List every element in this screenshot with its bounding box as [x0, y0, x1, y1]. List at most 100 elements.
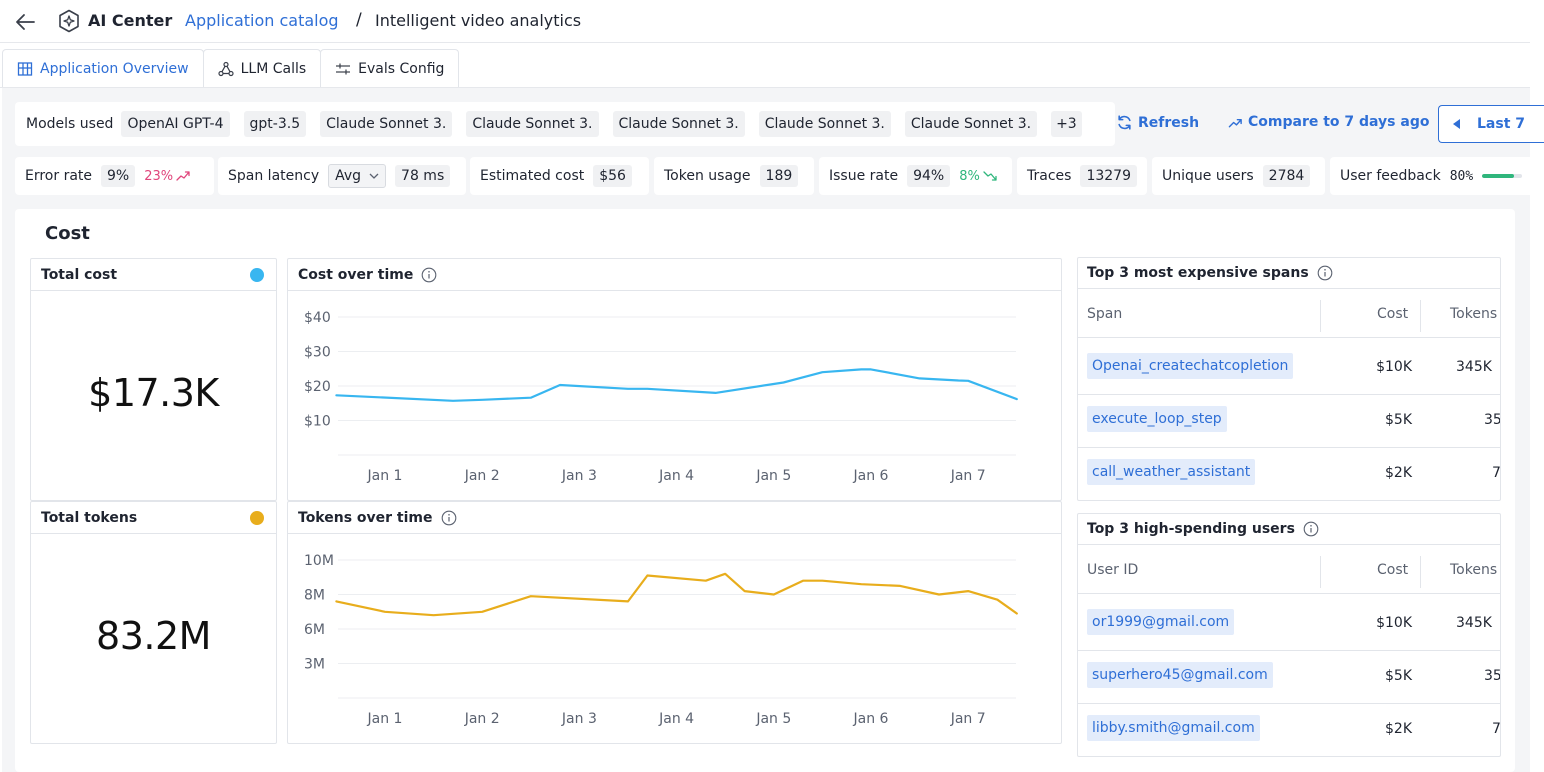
row-cost: $10K — [1376, 615, 1412, 631]
legend-dot — [250, 268, 264, 282]
more-models-chip[interactable]: +3 — [1051, 111, 1082, 137]
series-line — [335, 572, 1018, 617]
row-tokens: 345K — [1456, 359, 1492, 375]
x-tick-label: Jan 1 — [367, 711, 403, 727]
info-icon[interactable] — [1317, 265, 1333, 281]
latency-aggregation-select[interactable]: Avg — [328, 164, 387, 188]
span-link[interactable]: call_weather_assistant — [1087, 459, 1256, 485]
card-title: Total tokens — [41, 509, 138, 526]
model-chip: Claude Sonnet 3. — [466, 111, 599, 137]
x-tick-label: Jan 7 — [950, 468, 986, 484]
column-header-user-id[interactable]: User ID — [1087, 562, 1139, 578]
table-header: Span Cost Tokens — [1078, 290, 1500, 338]
refresh-button[interactable]: Refresh — [1116, 114, 1199, 131]
tab-label: Evals Config — [358, 60, 445, 77]
refresh-icon — [1118, 115, 1131, 130]
compare-label: Compare to 7 days ago — [1248, 114, 1430, 130]
column-header-span[interactable]: Span — [1087, 306, 1123, 322]
info-icon[interactable] — [441, 510, 457, 526]
span-link[interactable]: Openai_createchatcopletion — [1087, 353, 1294, 379]
user-link[interactable]: libby.smith@gmail.com — [1087, 715, 1260, 741]
x-tick-label: Jan 4 — [658, 468, 694, 484]
card-header: Cost over time — [288, 259, 1061, 291]
metric-value: 94% — [907, 165, 951, 187]
time-range-button[interactable]: Last 7 — [1438, 105, 1544, 143]
compare-button[interactable]: Compare to 7 days ago — [1228, 114, 1429, 130]
model-chip: Claude Sonnet 3. — [612, 111, 745, 137]
info-icon[interactable] — [421, 267, 437, 283]
card-title: Top 3 most expensive spans — [1087, 265, 1309, 281]
x-tick-label: Jan 7 — [950, 711, 986, 727]
trend-up-icon — [1228, 118, 1242, 127]
total-cost-value: $17.3K — [88, 371, 219, 415]
metric-value: $56 — [593, 165, 632, 187]
metric-traces: Traces 13279 — [1017, 157, 1147, 195]
x-tick-label: Jan 4 — [658, 711, 694, 727]
metric-label: Span latency — [228, 168, 320, 184]
tab-application-overview[interactable]: Application Overview — [2, 49, 204, 87]
cost-section-title: Cost — [45, 223, 90, 244]
user-link[interactable]: superhero45@gmail.com — [1087, 662, 1273, 688]
row-cost: $5K — [1385, 412, 1412, 428]
x-tick-label: Jan 3 — [561, 711, 597, 727]
table-row: superhero45@gmail.com $5K 35K — [1078, 651, 1500, 704]
row-tokens: 7K — [1492, 465, 1501, 481]
column-header-tokens[interactable]: Tokens — [1450, 306, 1498, 322]
feedback-progress-bar — [1482, 174, 1523, 178]
metric-label: Issue rate — [829, 168, 899, 184]
column-header-cost[interactable]: Cost — [1377, 306, 1409, 322]
tab-llm-calls[interactable]: LLM Calls — [202, 49, 322, 87]
info-icon[interactable] — [1303, 521, 1319, 537]
user-link[interactable]: or1999@gmail.com — [1087, 609, 1235, 635]
metric-token-usage: Token usage 189 — [654, 157, 814, 195]
y-tick-label: $30 — [304, 345, 331, 361]
cost-line-chart: $40 $30 $20 $10 Jan 1 Jan 2 Jan 3 Jan 4 Jan 5 Jan… — [304, 310, 1018, 484]
models-used-label: Models used — [26, 116, 114, 132]
models-used-bar: Models used OpenAI GPT-4 gpt-3.5 Claude … — [15, 102, 1115, 146]
column-header-tokens[interactable]: Tokens — [1450, 562, 1498, 578]
x-tick-label: Jan 2 — [464, 711, 500, 727]
table-row: Openai_createchatcopletion $10K 345K — [1078, 342, 1500, 395]
table-row: libby.smith@gmail.com $2K 7K — [1078, 704, 1500, 756]
y-tick-label: $20 — [304, 379, 331, 395]
trend-up-icon — [176, 171, 190, 181]
breadcrumb-application-catalog[interactable]: Application catalog — [185, 11, 339, 30]
x-tick-label: Jan 6 — [853, 711, 889, 727]
metric-trend: 8% — [959, 169, 997, 184]
y-tick-label: 3M — [304, 657, 325, 673]
trend-value: 23% — [144, 168, 174, 184]
tab-label: Application Overview — [40, 60, 189, 77]
refresh-label: Refresh — [1138, 114, 1200, 131]
card-title: Cost over time — [298, 266, 414, 283]
metric-user-feedback: User feedback 80% — [1330, 157, 1544, 195]
y-tick-label: 8M — [304, 588, 325, 604]
top-users-card: Top 3 high-spending users User ID Cost T… — [1077, 513, 1501, 757]
trend-down-icon — [983, 171, 997, 181]
nodes-icon — [217, 61, 234, 76]
metric-label: User feedback — [1340, 168, 1441, 184]
tab-bar: Application Overview LLM Calls Evals Con… — [2, 49, 460, 87]
y-tick-label: $40 — [304, 310, 331, 326]
sliders-icon — [336, 63, 351, 74]
x-tick-label: Jan 1 — [367, 468, 403, 484]
brand-name: AI Center — [88, 11, 173, 30]
x-tick-label: Jan 3 — [561, 468, 597, 484]
time-range-label: Last 7 — [1477, 116, 1526, 132]
card-title: Tokens over time — [298, 509, 433, 526]
column-divider — [1320, 300, 1321, 332]
metric-label: Token usage — [664, 168, 751, 184]
column-divider — [1420, 556, 1421, 588]
span-link[interactable]: execute_loop_step — [1087, 406, 1227, 432]
metric-label: Unique users — [1162, 168, 1254, 184]
x-tick-label: Jan 2 — [464, 468, 500, 484]
app-header: AI Center Application catalog / Intellig… — [0, 0, 1530, 43]
row-cost: $2K — [1385, 465, 1412, 481]
column-divider — [1320, 556, 1321, 588]
table-row: or1999@gmail.com $10K 345K — [1078, 598, 1500, 651]
total-cost-card: Total cost $17.3K — [30, 258, 277, 501]
tab-evals-config[interactable]: Evals Config — [320, 49, 460, 87]
tokens-over-time-card: Tokens over time 10M 8M 6M 3M Jan 1 Jan 2 Jan … — [287, 501, 1062, 744]
back-arrow-icon[interactable] — [14, 12, 36, 32]
column-header-cost[interactable]: Cost — [1377, 562, 1409, 578]
metric-value: 9% — [101, 165, 136, 187]
